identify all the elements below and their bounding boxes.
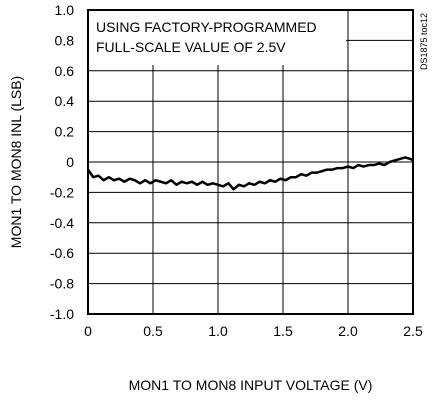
tick-labels: 1.0 0.8 0.6 0.4 0.2 0 -0.2 -0.4 -0.6 -0.8 -1.0 0 0.5…	[50, 2, 423, 339]
x-tick-label: 2.5	[403, 323, 423, 339]
series-line	[86, 156, 414, 191]
x-tick-label: 0	[84, 323, 92, 339]
x-axis-label: MON1 TO MON8 INPUT VOLTAGE (V)	[129, 377, 373, 393]
plot-frame	[87, 9, 414, 315]
y-tick-label: 0.2	[55, 124, 75, 140]
x-tick-label: 1.0	[208, 323, 228, 339]
figure-code-label: DS1875 toc12	[419, 13, 429, 70]
y-tick-label: 0.4	[55, 93, 75, 109]
series-layer	[86, 156, 414, 191]
y-tick-label: 0	[66, 154, 74, 170]
y-axis-label: MON1 TO MON8 INL (LSB)	[8, 76, 24, 248]
y-tick-label: -0.8	[50, 276, 74, 292]
x-tick-label: 2.0	[338, 323, 358, 339]
y-tick-label: -0.2	[50, 184, 74, 200]
x-tick-label: 1.5	[273, 323, 293, 339]
y-tick-label: -0.4	[50, 215, 74, 231]
y-tick-label: 0.8	[55, 32, 75, 48]
y-tick-label: -1.0	[50, 306, 74, 322]
y-tick-label: 0.6	[55, 63, 75, 79]
annotation-line-2: FULL-SCALE VALUE OF 2.5V	[96, 39, 286, 55]
y-tick-label: -0.6	[50, 245, 74, 261]
annotation-line-1: USING FACTORY-PROGRAMMED	[96, 19, 317, 35]
y-tick-label: 1.0	[55, 2, 75, 18]
annotation-box	[89, 11, 346, 65]
x-tick-label: 0.5	[143, 323, 163, 339]
